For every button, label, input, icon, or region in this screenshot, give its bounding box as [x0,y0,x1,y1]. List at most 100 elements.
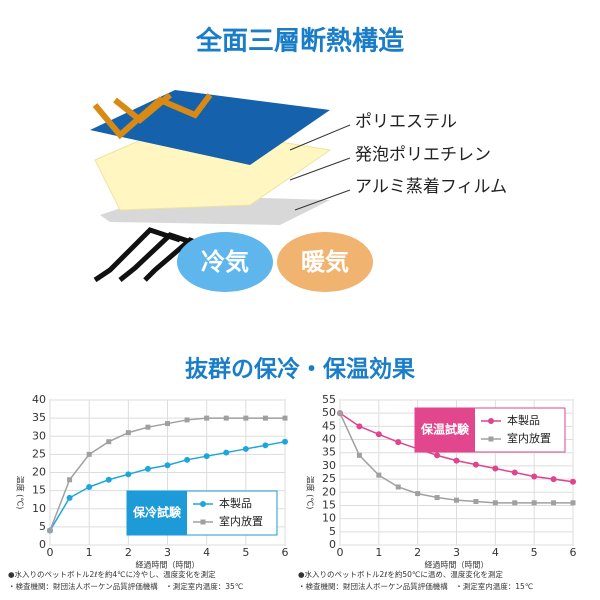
x-tick-label: 4 [492,546,499,559]
y-tick-label: 15 [32,484,46,497]
note: ●水入りのペットボトル2ℓを約4℃に冷やし、温度変化を測定 [8,569,216,579]
x-tick-label: 3 [453,546,460,559]
marker [551,500,557,506]
x-tick-label: 1 [86,546,93,559]
x-tick-label: 6 [282,546,289,559]
layer-label: ポリエステル [355,112,457,132]
marker [454,497,459,503]
y-tick-label: 5 [39,520,46,533]
marker [66,494,73,501]
x-tick-label: 2 [125,546,132,559]
legend-title-box [415,408,475,452]
marker [453,457,460,464]
marker [550,476,557,483]
legend-title-box [127,491,187,535]
marker [488,418,494,424]
leader-lines [289,124,351,211]
marker [86,451,92,457]
marker [356,452,362,458]
y-tick-label: 30 [322,459,336,472]
marker [395,484,401,490]
legend-label: 室内放置 [219,514,263,528]
marker [337,410,343,416]
marker [282,415,288,421]
y-tick-label: 35 [32,411,46,424]
warm-bubble [277,232,373,292]
y-tick-label: 35 [322,446,336,459]
x-tick-label: 0 [47,546,54,559]
x-tick-label: 2 [414,546,421,559]
x-tick-label: 0 [337,546,344,559]
y-tick-label: 50 [322,406,336,419]
marker [375,431,382,438]
y-tick-label: 0 [39,538,46,551]
y-axis-label: 温度 (℃) [306,476,316,510]
note: ・検査機関：財団法人ボーケン品質評価機構 ・測定室内温度：15℃ [298,581,533,591]
marker [492,465,499,472]
marker [164,462,171,469]
legend-label: 室内放置 [507,431,551,445]
warm-label: 暖気 [301,248,349,276]
y-tick-label: 10 [32,502,46,515]
y-tick-label: 15 [322,498,336,511]
x-axis-label: 経過時間（時間） [425,560,489,570]
warm-arrows [92,92,213,140]
marker [511,469,518,476]
marker [47,528,53,533]
marker [204,415,210,421]
marker [492,500,498,506]
cold-bubble [177,232,273,292]
note: ●水入りのペットボトル2ℓを約50℃に温め、温度変化を測定 [298,569,503,579]
marker [125,430,131,436]
y-tick-label: 45 [322,419,336,432]
marker [376,472,382,478]
x-tick-label: 4 [203,546,210,559]
note: ・検査機関：財団法人ボーケン品質評価機構 ・測定室内温度：35℃ [8,581,243,591]
marker [282,438,288,445]
marker [472,461,479,468]
marker [184,456,191,463]
marker [434,495,440,501]
marker [531,500,537,506]
y-tick-label: 0 [329,538,336,551]
marker [356,423,363,430]
marker [570,478,576,485]
x-tick-label: 1 [375,546,382,559]
marker [242,445,249,452]
y-tick-label: 5 [329,525,336,538]
y-axis-label: 温度 (℃) [16,476,26,510]
marker [262,442,269,449]
marker [570,500,576,506]
marker [125,471,132,478]
y-tick-label: 20 [322,485,336,498]
marker [262,415,268,421]
legend-label: 本製品 [507,413,540,427]
section-title: 抜群の保冷・保温効果 [185,356,415,383]
marker [67,477,73,483]
marker [165,421,170,427]
legend-title: 保冷試験 [132,505,182,520]
header-title: 全面三層断熱構造 [195,26,404,57]
marker [200,501,206,507]
marker [395,439,402,446]
y-tick-label: 30 [32,429,46,442]
marker [203,453,210,460]
x-tick-label: 3 [164,546,171,559]
y-tick-label: 40 [32,393,46,406]
cold-label: 冷気 [201,248,249,276]
marker [86,484,93,490]
marker [144,465,151,472]
x-tick-label: 5 [531,546,538,559]
legend-label: 本製品 [219,496,252,510]
marker [473,499,479,504]
y-tick-label: 55 [322,393,336,406]
y-tick-label: 40 [322,433,336,446]
marker [415,491,421,497]
marker [223,415,229,421]
layer-label: アルミ蒸着フィルム [355,177,507,197]
marker [512,500,518,506]
marker [223,449,230,456]
x-tick-label: 6 [570,546,577,559]
y-tick-label: 25 [322,472,336,485]
marker [434,452,441,459]
